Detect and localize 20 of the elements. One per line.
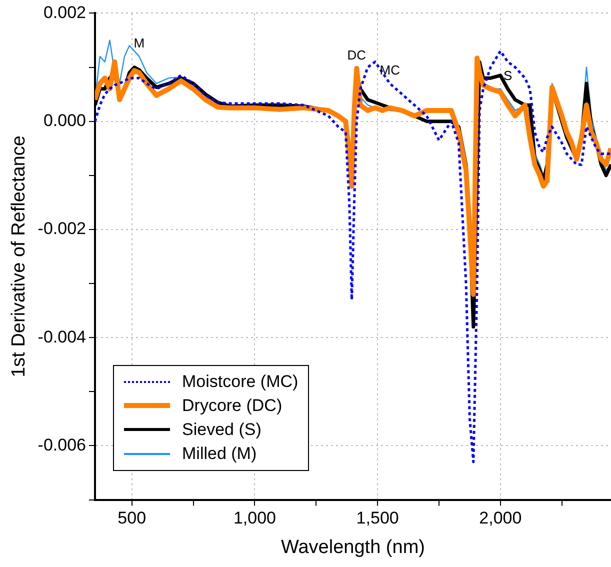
y-tick-label: -0.004 bbox=[38, 327, 86, 346]
y-tick-label: -0.002 bbox=[38, 219, 86, 238]
y-axis-title: 1st Derivative of Reflectance bbox=[8, 136, 30, 378]
annotation: S bbox=[503, 68, 512, 83]
annotation: M bbox=[134, 36, 145, 51]
annotation: DC bbox=[347, 47, 366, 62]
x-tick-label: 500 bbox=[118, 508, 146, 528]
y-tick-label: -0.006 bbox=[38, 435, 86, 454]
y-tick-label: 0.000 bbox=[43, 111, 86, 130]
legend-label: Moistcore (MC) bbox=[182, 372, 298, 392]
annotation: MC bbox=[380, 62, 400, 78]
legend-label: Milled (M) bbox=[182, 444, 257, 464]
line-series bbox=[95, 50, 611, 464]
x-tick-label: 2,000 bbox=[479, 508, 522, 528]
legend-label: Drycore (DC) bbox=[182, 396, 282, 416]
y-tick-label: 0.002 bbox=[43, 2, 86, 22]
legend-label: Sieved (S) bbox=[182, 420, 262, 440]
x-tick-label: 1,000 bbox=[233, 508, 276, 528]
x-tick-label: 1,500 bbox=[356, 508, 399, 528]
x-axis-title: Wavelength (nm) bbox=[281, 536, 425, 558]
